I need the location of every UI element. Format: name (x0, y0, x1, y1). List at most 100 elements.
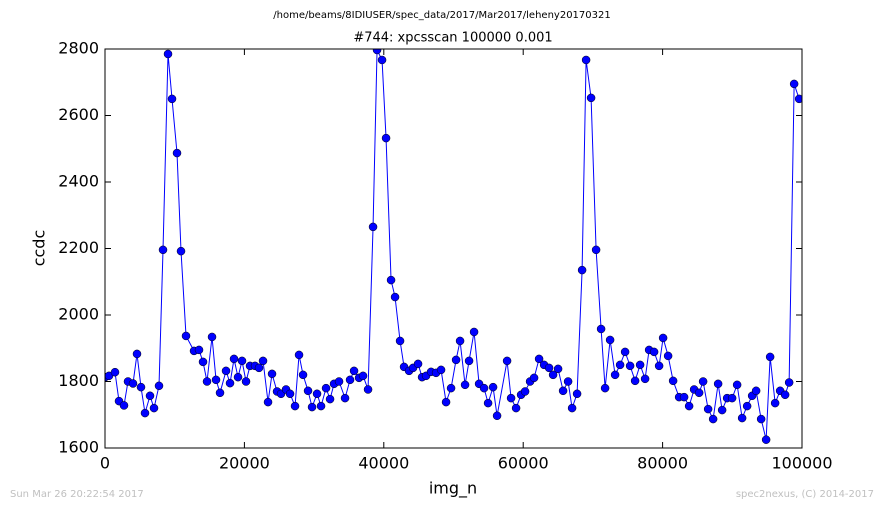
data-point (390, 292, 400, 302)
y-tick-label: 2800 (58, 39, 99, 58)
data-point (794, 94, 802, 104)
data-point (464, 356, 474, 366)
data-point (761, 435, 771, 444)
data-point (586, 93, 596, 103)
data-point (363, 385, 373, 394)
data-point (441, 397, 451, 407)
data-point (708, 414, 718, 424)
data-point (198, 357, 208, 367)
data-point (625, 361, 635, 371)
x-tick-label: 0 (100, 454, 110, 473)
data-point (679, 392, 689, 402)
y-tick-label: 2400 (58, 172, 99, 191)
data-point (727, 393, 737, 403)
data-point (119, 401, 129, 410)
data-point (654, 361, 664, 371)
data-point (140, 408, 150, 418)
x-tick-label: 40000 (358, 454, 409, 473)
data-point (563, 377, 573, 386)
footer-left: Sun Mar 26 20:22:54 2017 (10, 489, 144, 500)
data-point (290, 401, 300, 411)
y-tick-label: 1800 (58, 371, 99, 390)
data-point (345, 375, 355, 385)
data-point (581, 55, 591, 65)
data-point (630, 376, 640, 386)
data-point (312, 389, 322, 399)
data-point (756, 414, 766, 424)
data-point (176, 246, 186, 256)
data-point (372, 49, 382, 55)
data-point (784, 378, 794, 387)
footer-right: spec2nexus, (C) 2014-2017 (736, 489, 874, 500)
data-point (713, 379, 723, 389)
data-point (181, 331, 191, 341)
data-point (149, 403, 159, 413)
data-point (110, 367, 120, 377)
data-point (128, 379, 138, 388)
data-point (321, 383, 331, 393)
data-point (789, 79, 799, 89)
data-point (635, 360, 645, 370)
data-point (717, 405, 727, 415)
data-point (145, 391, 155, 401)
data-point (194, 345, 204, 355)
data-point (770, 398, 780, 408)
x-axis-label: img_n (429, 479, 477, 499)
data-point (544, 363, 554, 373)
data-point (567, 403, 577, 413)
data-point (316, 401, 326, 411)
data-point (663, 351, 673, 361)
data-point (237, 356, 247, 366)
y-axis-label: ccdc (30, 230, 49, 267)
data-point (596, 324, 606, 334)
data-point (381, 133, 391, 143)
data-point (591, 245, 601, 255)
data-point (600, 383, 610, 393)
data-point (325, 394, 335, 404)
data-point (548, 370, 558, 380)
data-point (225, 378, 235, 388)
data-point (167, 94, 177, 104)
data-point (229, 354, 239, 364)
data-point (492, 411, 502, 420)
data-point (577, 265, 587, 275)
data-point (684, 401, 694, 411)
data-point (136, 382, 146, 392)
y-tick-label: 1600 (58, 438, 99, 457)
x-tick-label: 100000 (771, 454, 832, 473)
chart-title: #744: xpcsscan 100000 0.001 (353, 31, 552, 46)
data-point (469, 327, 479, 337)
data-point (154, 381, 164, 391)
data-point (307, 402, 317, 412)
data-point (620, 347, 630, 357)
data-point (488, 382, 498, 392)
data-point (258, 356, 268, 366)
y-tick-label: 2200 (58, 238, 99, 257)
data-point (395, 336, 405, 346)
data-point (298, 370, 308, 380)
data-point (751, 386, 761, 396)
y-tick-label: 2600 (58, 105, 99, 124)
data-point (698, 377, 708, 386)
data-point (334, 377, 344, 386)
data-point (668, 376, 678, 386)
data-point (694, 388, 704, 398)
data-point (386, 275, 396, 285)
data-point (502, 356, 512, 366)
data-point (132, 349, 142, 359)
data-point (158, 245, 168, 255)
data-point (267, 369, 277, 379)
data-point (294, 350, 304, 360)
data-point (765, 352, 775, 362)
data-point (413, 359, 423, 369)
x-tick-label: 80000 (637, 454, 688, 473)
data-point (455, 336, 465, 346)
data-point (732, 380, 742, 390)
x-tick-label: 60000 (498, 454, 549, 473)
data-point (349, 366, 359, 376)
data-point (368, 222, 378, 232)
data-point (233, 372, 243, 382)
data-point (483, 398, 493, 408)
data-point (742, 401, 752, 411)
data-point (737, 413, 747, 423)
